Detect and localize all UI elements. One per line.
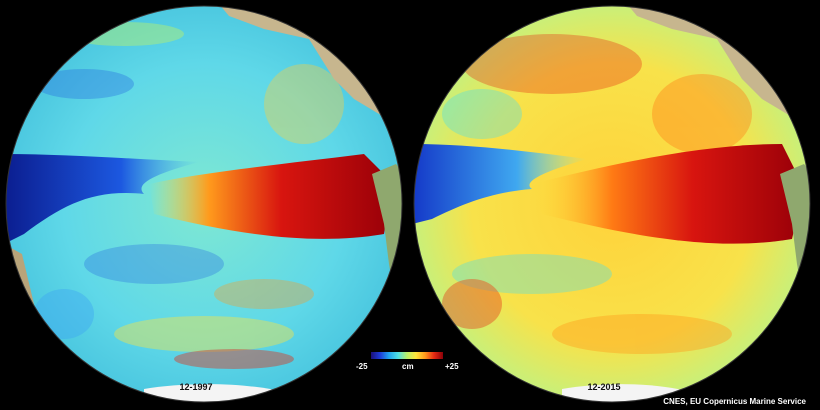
- warm-anomaly: [149, 154, 389, 239]
- colorbar-max-label: +25: [445, 362, 459, 371]
- colorbar-gradient: [371, 352, 443, 359]
- cold-anomaly-2015: [414, 144, 587, 224]
- globe-2015: [413, 5, 811, 403]
- date-label-2015: 12-2015: [587, 382, 621, 392]
- credit-text: CNES, EU Copernicus Marine Service: [663, 397, 806, 406]
- date-label-1997: 12-1997: [179, 382, 213, 392]
- colorbar-min-label: -25: [356, 362, 368, 371]
- warm-anomaly-2015: [532, 144, 800, 244]
- central-south-america-2015: [780, 164, 810, 364]
- central-south-america: [372, 164, 402, 364]
- noise-speckles-2015: [442, 34, 752, 354]
- cold-anomaly: [6, 154, 199, 244]
- colorbar-unit-label: cm: [402, 362, 414, 371]
- noise-speckles: [34, 22, 344, 369]
- globe-1997: [5, 5, 403, 403]
